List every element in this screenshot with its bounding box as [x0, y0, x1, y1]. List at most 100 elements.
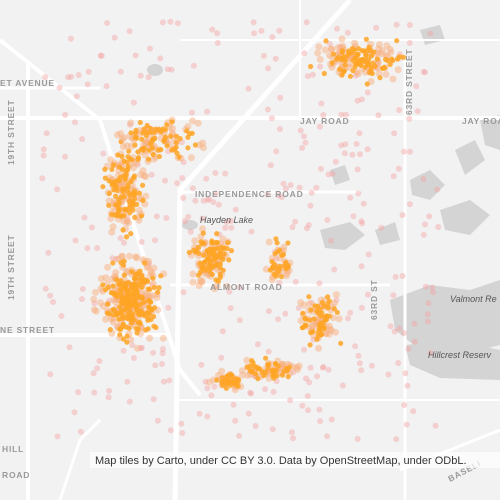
density-dot [221, 251, 227, 257]
density-dot [392, 273, 399, 280]
density-dot [105, 394, 112, 401]
density-dot [255, 366, 261, 372]
density-dot [339, 57, 345, 63]
density-dot [338, 142, 345, 149]
density-dot [422, 283, 429, 290]
density-dot [145, 74, 152, 81]
density-dot [331, 306, 337, 312]
density-dot [110, 306, 116, 313]
density-dot [142, 173, 150, 181]
density-dot [62, 111, 69, 118]
density-dot [236, 317, 243, 324]
density-dot [290, 435, 296, 442]
density-dot [355, 190, 362, 197]
density-dot [209, 26, 216, 33]
density-dot [307, 364, 314, 371]
density-dot [265, 238, 273, 246]
density-dot [364, 146, 371, 153]
density-dot [264, 106, 271, 113]
density-dot [358, 96, 365, 103]
density-dot [139, 284, 145, 290]
density-dot [196, 410, 203, 417]
density-dot [167, 18, 174, 25]
density-dot [150, 396, 157, 403]
density-dot [173, 139, 179, 145]
density-dot [342, 141, 349, 148]
density-dot [413, 83, 420, 90]
density-dot [104, 20, 111, 26]
density-dot [375, 45, 383, 53]
density-dot [303, 19, 310, 26]
density-dot [269, 34, 276, 41]
density-dot [250, 360, 256, 366]
density-dot [118, 310, 124, 316]
density-dot [162, 177, 168, 184]
density-dot [303, 225, 310, 232]
density-dot [281, 368, 287, 374]
density-dot [102, 175, 108, 181]
density-dot [303, 375, 309, 382]
density-dot [285, 264, 291, 270]
density-dot [196, 250, 202, 256]
density-dot [307, 202, 314, 209]
density-dot [161, 137, 167, 143]
density-dot [325, 171, 332, 178]
density-dot [232, 206, 239, 213]
density-dot [126, 398, 133, 405]
density-dot [100, 282, 106, 288]
density-dot [356, 130, 363, 137]
density-dot [213, 277, 219, 283]
density-dot [39, 175, 46, 182]
density-dot [271, 271, 277, 277]
density-dot [375, 112, 382, 119]
density-dot [310, 329, 316, 335]
density-dot [121, 239, 127, 246]
density-dot [249, 368, 255, 375]
density-dot [320, 364, 327, 370]
density-dot [120, 217, 128, 225]
density-dot [129, 157, 135, 163]
density-dot [269, 426, 276, 433]
road-label: ROAD [2, 470, 30, 480]
density-dot [343, 111, 349, 118]
density-dot [248, 390, 254, 397]
density-dot [159, 361, 165, 367]
density-dot [176, 154, 182, 160]
density-dot [127, 119, 135, 127]
attribution: Map tiles by Carto, under CC BY 3.0. Dat… [95, 455, 467, 467]
density-dot [365, 62, 371, 68]
density-dot [321, 70, 327, 77]
density-dot [325, 330, 333, 338]
density-dot [169, 147, 175, 153]
density-dot [377, 75, 383, 81]
density-dot [151, 314, 157, 320]
density-dot [404, 382, 411, 389]
density-dot [125, 311, 131, 317]
density-dot [109, 255, 116, 262]
density-dot [164, 143, 170, 149]
density-dot [111, 34, 118, 41]
density-dot [402, 370, 409, 377]
density-dot [102, 315, 110, 323]
density-dot [116, 207, 122, 213]
density-dot [346, 50, 352, 56]
density-dot [262, 386, 268, 393]
density-dot [111, 187, 117, 193]
density-dot [148, 125, 154, 131]
density-dot [145, 286, 151, 292]
density-dot [174, 180, 181, 186]
density-dot [245, 410, 252, 417]
density-dot [368, 362, 375, 369]
density-dot [191, 247, 197, 253]
density-dot [120, 336, 127, 342]
density-dot [187, 131, 193, 137]
density-dot [275, 316, 282, 323]
density-dot [137, 72, 144, 79]
density-dot [226, 257, 232, 263]
density-dot [370, 60, 376, 66]
density-dot [272, 251, 278, 257]
density-dot [126, 148, 132, 154]
density-dot [319, 364, 326, 371]
density-dot [139, 167, 147, 175]
density-dot [110, 260, 116, 266]
